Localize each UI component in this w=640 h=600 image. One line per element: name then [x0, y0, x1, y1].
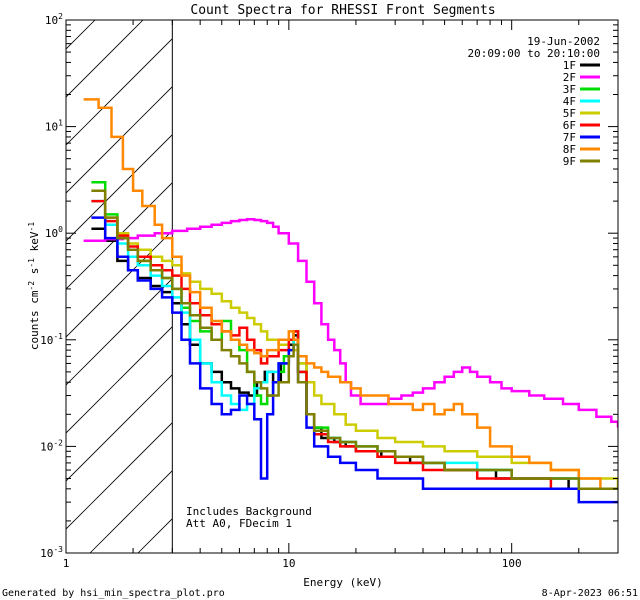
series-7f: [91, 216, 618, 504]
hatch-line: [570, 0, 640, 553]
legend-label-4f: 4F: [563, 95, 576, 108]
hatch-line: [522, 0, 640, 553]
hatch-line: [66, 38, 173, 146]
plot-frame: [65, 19, 619, 554]
series-5f: [91, 189, 618, 489]
footer-generated-by: Generated by hsi_min_spectra_plot.pro: [2, 588, 225, 599]
series-9f: [91, 189, 618, 491]
legend-label-2f: 2F: [563, 71, 576, 84]
hatch-line: [0, 0, 26, 553]
series-6f: [91, 199, 618, 491]
hatch-line: [66, 374, 173, 482]
hatch-line: [66, 422, 173, 530]
x-tick-label: 10: [282, 557, 295, 570]
time-range-label: 20:09:00 to 20:10:00: [468, 47, 600, 60]
y-tick-label: 100: [45, 225, 63, 240]
hatched-region: [0, 0, 640, 553]
legend-label-1f: 1F: [563, 59, 576, 72]
y-tick-label: 10-2: [40, 438, 63, 453]
attenuator-note: Att A0, FDecim 1: [186, 517, 292, 530]
hatch-line: [618, 0, 640, 553]
series-8f: [83, 98, 618, 491]
x-tick-label: 1: [63, 557, 70, 570]
y-tick-label: 10-1: [40, 332, 63, 347]
svg-text:counts cm-2 s-1 keV-1: counts cm-2 s-1 keV-1: [27, 222, 41, 350]
y-tick-label: 10-3: [40, 545, 63, 560]
legend-label-5f: 5F: [563, 107, 576, 120]
legend-label-9f: 9F: [563, 155, 576, 168]
x-axis-label: Energy (keV): [303, 576, 382, 589]
series-2f: [83, 218, 618, 428]
y-tick-label: 101: [45, 119, 63, 134]
x-tick-label: 100: [502, 557, 522, 570]
legend-label-7f: 7F: [563, 131, 576, 144]
date-label: 19-Jun-2002: [527, 35, 600, 48]
hatch-line: [66, 182, 173, 290]
chart-title: Count Spectra for RHESSI Front Segments: [190, 3, 495, 18]
legend-label-3f: 3F: [563, 83, 576, 96]
y-axis-label: counts cm-2 s-1 keV-1: [27, 222, 41, 350]
hatch-line: [66, 20, 96, 50]
hatch-line: [66, 230, 173, 338]
legend-label-6f: 6F: [563, 119, 576, 132]
y-tick-label: 102: [45, 12, 63, 27]
background-note: Includes Background: [186, 505, 312, 518]
legend-label-8f: 8F: [563, 143, 576, 156]
hatch-line: [66, 20, 144, 98]
footer-timestamp: 8-Apr-2023 06:51: [542, 588, 638, 599]
